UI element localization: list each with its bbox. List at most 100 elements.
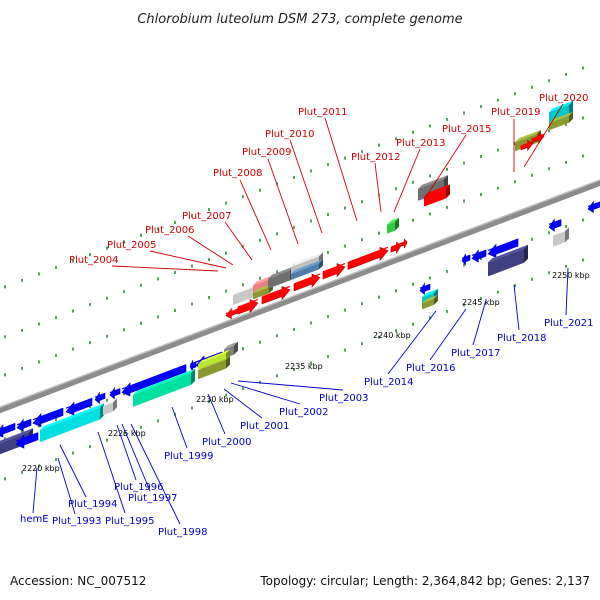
gene-label-plut-2000: Plut_2000 (202, 437, 252, 448)
gene-feature (587, 200, 600, 214)
gene-feature (65, 397, 93, 416)
gene-feature (422, 294, 438, 310)
gene-label-heme: hemE (20, 514, 49, 525)
gene-feature (424, 184, 450, 207)
gene-features (0, 100, 600, 455)
kbp-tick-2235: 2235 kbp (285, 362, 323, 371)
gene-feature (553, 227, 569, 247)
gene-feature (133, 368, 195, 407)
leader-line (224, 221, 253, 261)
gene-feature (520, 139, 534, 152)
leader-line (59, 444, 87, 498)
gene-label-plut-2016: Plut_2016 (406, 363, 456, 374)
gene-feature (225, 307, 239, 320)
gene-feature (237, 298, 259, 315)
gene-feature (419, 282, 431, 296)
leader-line (387, 310, 437, 375)
gene-label-plut-1998: Plut_1998 (158, 527, 208, 538)
gene-label-plut-2009: Plut_2009 (242, 147, 292, 158)
gene-label-plut-2018: Plut_2018 (497, 333, 547, 344)
gene-label-plut-2006: Plut_2006 (145, 225, 195, 236)
leader-line (237, 380, 344, 391)
kbp-tick-2230: 2230 kbp (196, 395, 234, 404)
gene-label-plut-2014: Plut_2014 (364, 377, 414, 388)
gene-feature (261, 285, 291, 305)
gene-label-plut-1999: Plut_1999 (164, 451, 214, 462)
gene-label-plut-2005: Plut_2005 (107, 240, 157, 251)
leader-line (230, 382, 301, 405)
gene-label-plut-2004: Plut_2004 (69, 255, 119, 266)
genome-backbone (0, 179, 600, 414)
leader-line (393, 148, 421, 213)
gene-feature (347, 246, 389, 270)
leader-line (472, 299, 487, 346)
gene-feature (293, 273, 321, 292)
gene-label-plut-2020: Plut_2020 (539, 93, 589, 104)
gene-feature (94, 391, 106, 405)
gene-label-plut-2001: Plut_2001 (240, 421, 290, 432)
gene-feature (109, 386, 121, 400)
gene-feature (487, 238, 519, 258)
kbp-tick-2220: 2220 kbp (22, 464, 60, 473)
gene-label-plut-1997: Plut_1997 (128, 493, 178, 504)
gene-feature (32, 407, 64, 428)
gene-label-plut-2007: Plut_2007 (182, 211, 232, 222)
leader-line (121, 423, 151, 492)
leader-line (187, 235, 234, 266)
gene-feature (390, 241, 402, 255)
leader-line (223, 388, 263, 419)
leader-line (57, 457, 76, 515)
guide-lines (4, 66, 584, 481)
gene-label-plut-2019: Plut_2019 (491, 107, 541, 118)
leader-line (111, 265, 219, 272)
gene-feature (0, 422, 16, 438)
leader-line (32, 467, 38, 514)
gene-feature (189, 360, 197, 373)
gene-feature (488, 244, 528, 277)
gene-label-plut-2013: Plut_2013 (396, 138, 446, 149)
leader-line (171, 406, 188, 449)
gene-feature (121, 364, 187, 397)
gene-feature (15, 432, 39, 449)
kbp-tick-2245: 2245 kbp (462, 298, 500, 307)
leader-line (239, 179, 272, 251)
leader-line (374, 162, 382, 213)
leader-line (267, 158, 299, 245)
gene-label-plut-2012: Plut_2012 (351, 152, 401, 163)
leader-line (116, 424, 137, 481)
kbp-ticks: 2220 kbp 2225 kbp 2230 kbp 2235 kbp 2240… (22, 271, 590, 473)
gene-label-plut-2011: Plut_2011 (298, 107, 348, 118)
gene-feature (471, 249, 487, 263)
upper-gene-labels: Plut_2004 Plut_2005 Plut_2006 Plut_2007 … (69, 93, 589, 266)
gene-label-plut-1995: Plut_1995 (105, 516, 155, 527)
gene-feature (268, 266, 294, 289)
gene-label-plut-2017: Plut_2017 (451, 348, 501, 359)
gene-label-plut-2002: Plut_2002 (279, 407, 329, 418)
label-leader-lines (32, 103, 569, 525)
leader-line (207, 393, 226, 435)
leader-line (97, 431, 126, 514)
gene-label-plut-2010: Plut_2010 (265, 129, 315, 140)
gene-feature (16, 418, 32, 432)
gene-feature (198, 349, 230, 370)
gene-feature (103, 398, 117, 416)
leader-line (324, 117, 358, 222)
kbp-tick-2225: 2225 kbp (108, 429, 146, 438)
leader-line (130, 423, 181, 525)
gene-label-plut-2015: Plut_2015 (442, 124, 492, 135)
leader-line (149, 250, 227, 269)
kbp-tick-2240: 2240 kbp (373, 331, 411, 340)
leader-line (289, 139, 323, 234)
kbp-tick-2250: 2250 kbp (552, 271, 590, 280)
gene-feature (548, 218, 562, 232)
gene-label-plut-1993: Plut_1993 (52, 516, 102, 527)
gene-feature (387, 217, 399, 234)
gene-feature (461, 253, 471, 266)
gene-label-plut-1996: Plut_1996 (114, 482, 164, 493)
accession-text: Accession: NC_007512 (10, 574, 146, 588)
gene-label-plut-2008: Plut_2008 (213, 168, 263, 179)
leader-line (513, 284, 520, 331)
gene-feature (322, 263, 346, 280)
